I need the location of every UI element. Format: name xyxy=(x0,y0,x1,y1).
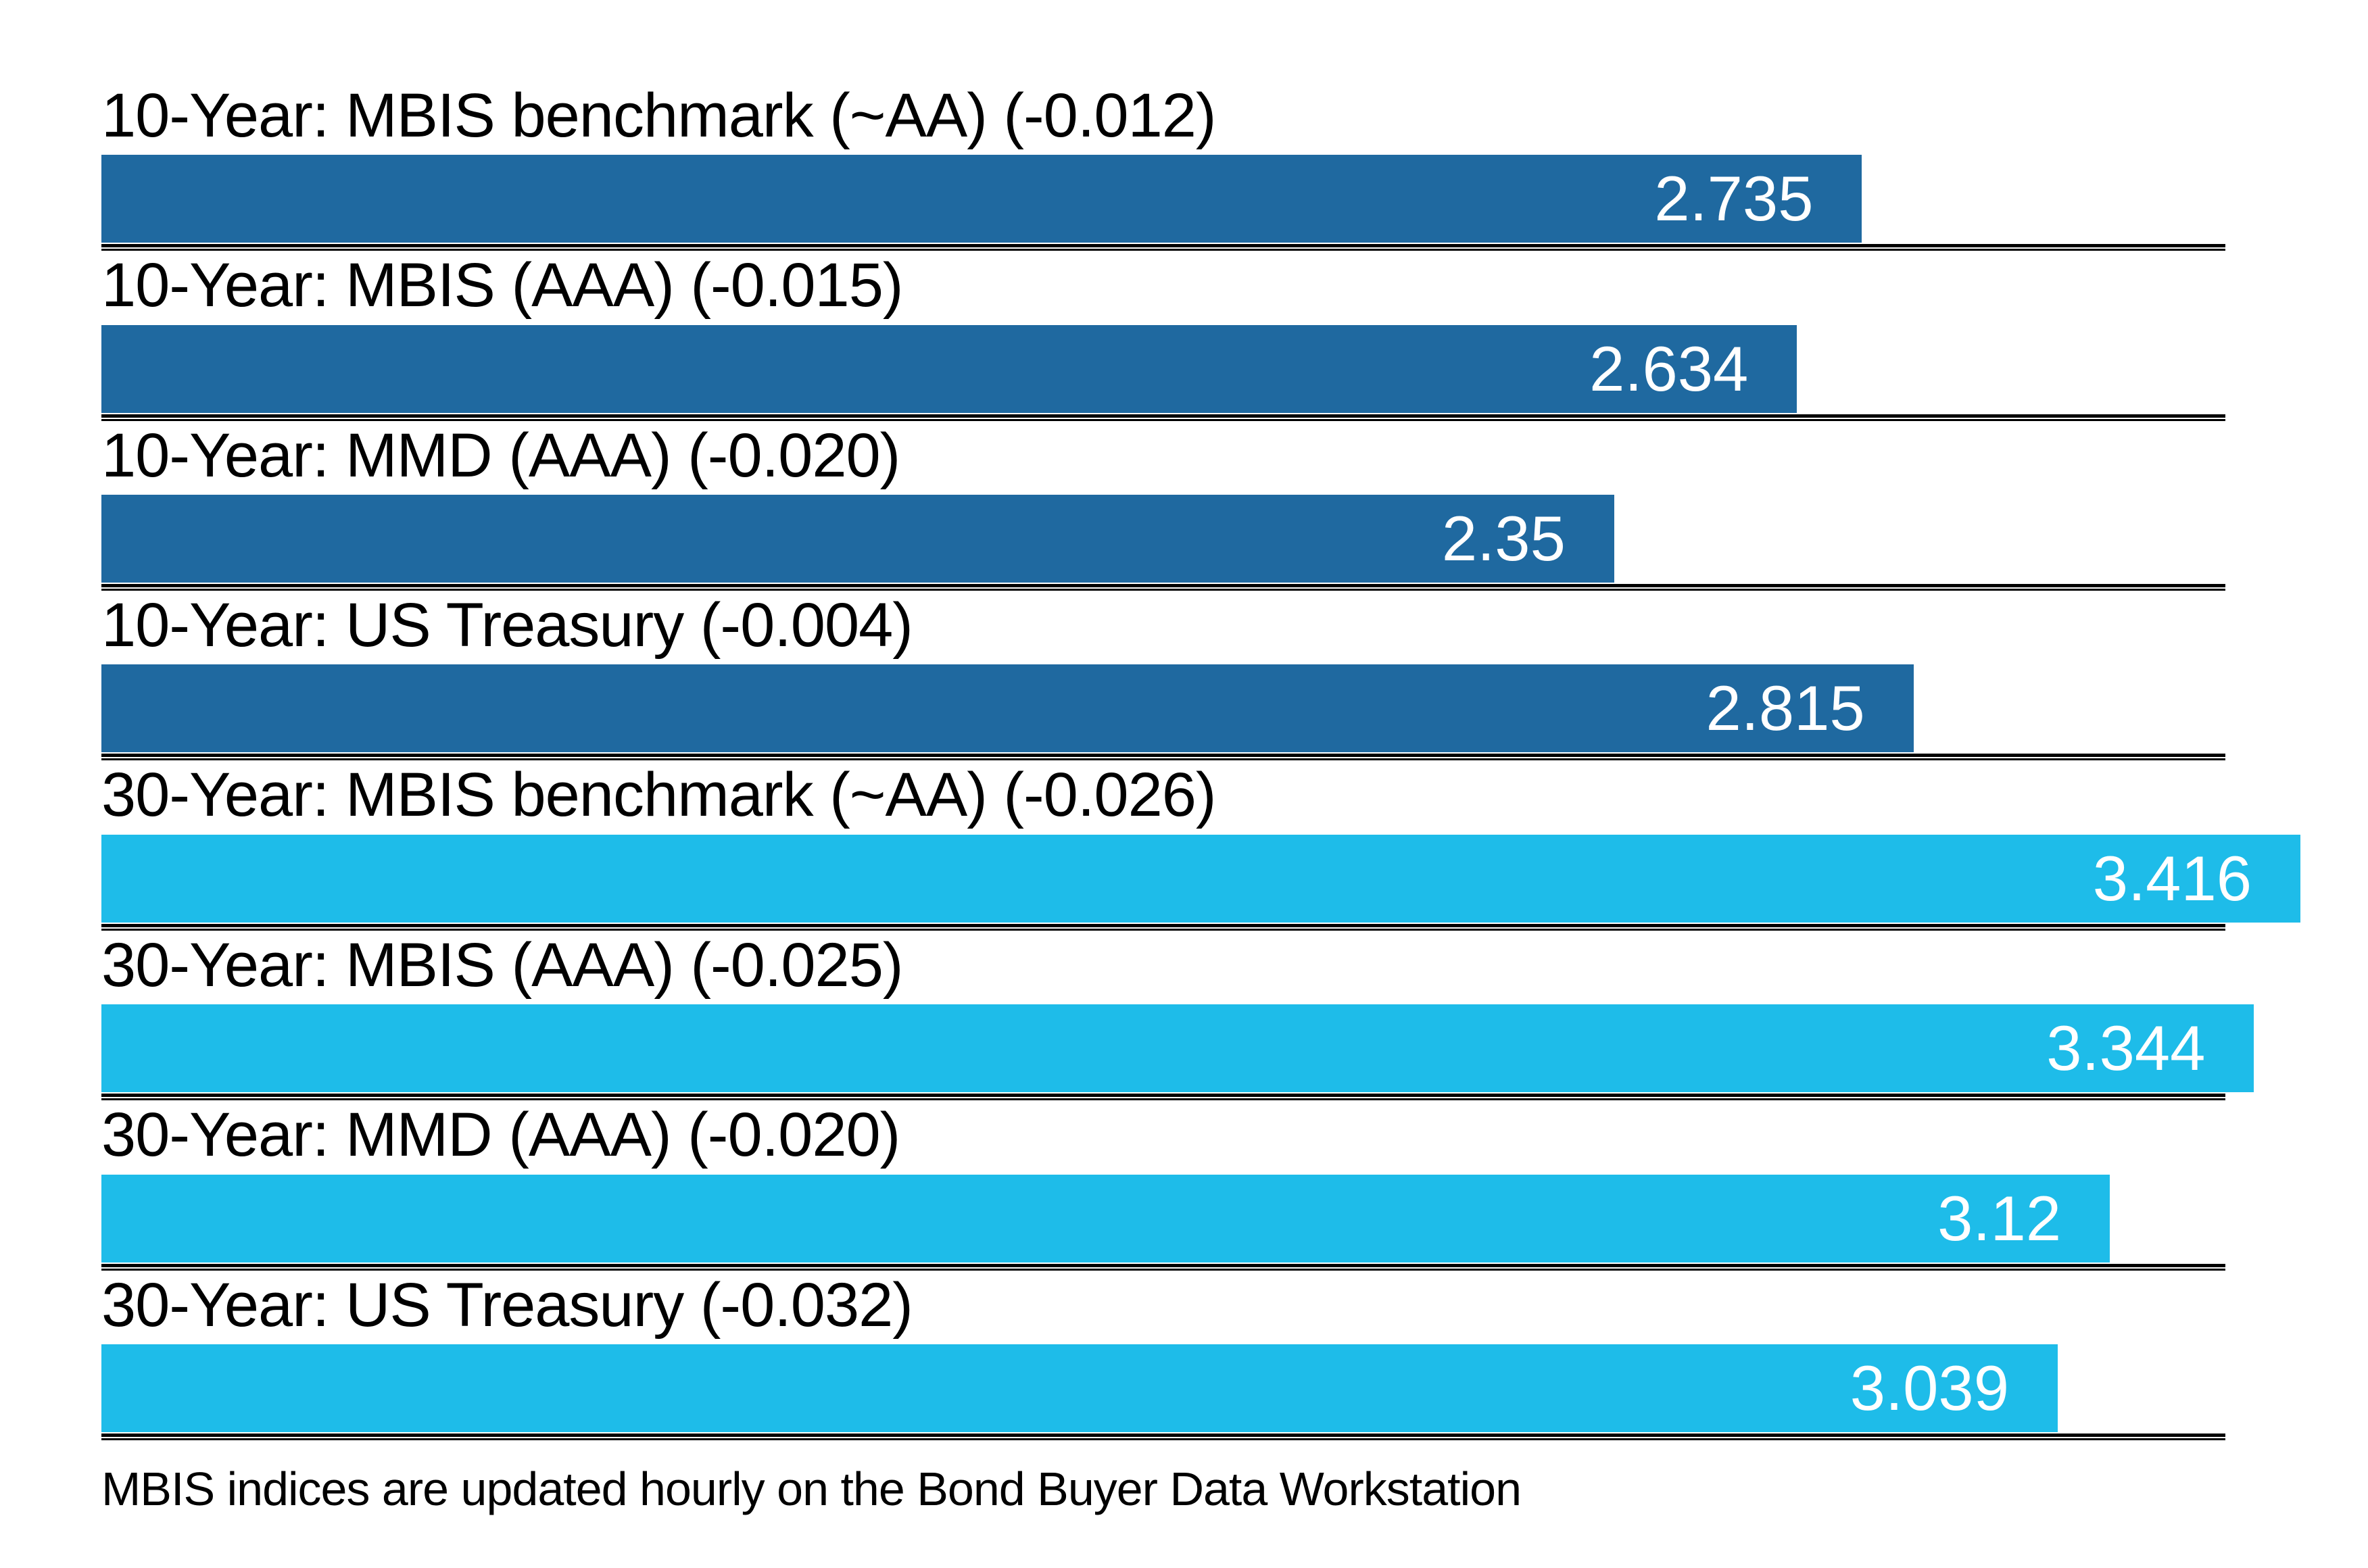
axis-line xyxy=(101,584,2225,591)
value-bar: 2.735 xyxy=(101,155,1862,243)
bar-value-label: 3.344 xyxy=(2046,1012,2206,1084)
bar-track: 2.815 xyxy=(101,664,2300,753)
bar-row: 10-Year: MBIS (AAA) (-0.015) 2.634 xyxy=(101,251,2368,421)
value-bar: 3.12 xyxy=(101,1174,2110,1263)
value-bar: 2.634 xyxy=(101,324,1797,413)
bar-track: 3.12 xyxy=(101,1174,2300,1263)
bar-label: 10-Year: MBIS (AAA) (-0.015) xyxy=(101,251,904,320)
value-bar: 3.344 xyxy=(101,1004,2254,1093)
bar-row: 10-Year: MBIS benchmark (~AA) (-0.012) 2… xyxy=(101,82,2368,251)
bar-track: 3.416 xyxy=(101,834,2300,923)
bar-label: 30-Year: MBIS benchmark (~AA) (-0.026) xyxy=(101,760,1217,830)
bar-track: 2.634 xyxy=(101,324,2300,413)
bar-row: 30-Year: MBIS (AAA) (-0.025) 3.344 xyxy=(101,930,2368,1101)
axis-line xyxy=(101,1094,2225,1101)
value-bar: 2.815 xyxy=(101,664,1914,753)
bar-row: 10-Year: MMD (AAA) (-0.020) 2.35 xyxy=(101,422,2368,591)
bar-label: 30-Year: US Treasury (-0.032) xyxy=(101,1270,913,1340)
axis-line xyxy=(101,1433,2225,1440)
bar-value-label: 2.634 xyxy=(1589,333,1749,404)
bar-value-label: 2.735 xyxy=(1654,163,1814,235)
bar-value-label: 3.12 xyxy=(1937,1182,2062,1254)
bar-label: 30-Year: MBIS (AAA) (-0.025) xyxy=(101,930,904,1000)
axis-line xyxy=(101,754,2225,761)
bar-label: 30-Year: MMD (AAA) (-0.020) xyxy=(101,1100,900,1170)
bar-value-label: 2.815 xyxy=(1706,672,1865,744)
chart-footnote: MBIS indices are updated hourly on the B… xyxy=(101,1462,1522,1515)
bar-label: 10-Year: MBIS benchmark (~AA) (-0.012) xyxy=(101,81,1217,150)
bar-value-label: 3.416 xyxy=(2092,842,2252,914)
value-bar: 2.35 xyxy=(101,495,1614,583)
bar-label: 10-Year: US Treasury (-0.004) xyxy=(101,591,913,660)
value-bar: 3.039 xyxy=(101,1344,2058,1432)
bar-row: 30-Year: US Treasury (-0.032) 3.039 xyxy=(101,1270,2368,1440)
axis-line xyxy=(101,1263,2225,1271)
bar-row: 30-Year: MBIS benchmark (~AA) (-0.026) 3… xyxy=(101,760,2368,931)
bar-label: 10-Year: MMD (AAA) (-0.020) xyxy=(101,420,900,490)
bar-row: 30-Year: MMD (AAA) (-0.020) 3.12 xyxy=(101,1100,2368,1271)
bar-track: 2.35 xyxy=(101,495,2300,583)
bar-track: 2.735 xyxy=(101,155,2300,243)
bar-track: 3.344 xyxy=(101,1004,2300,1093)
axis-line xyxy=(101,244,2225,251)
yield-bar-chart: 10-Year: MBIS benchmark (~AA) (-0.012) 2… xyxy=(101,82,2368,1515)
value-bar: 3.416 xyxy=(101,834,2300,923)
bar-value-label: 2.35 xyxy=(1441,503,1566,574)
bar-track: 3.039 xyxy=(101,1344,2300,1432)
axis-line xyxy=(101,414,2225,421)
bar-value-label: 3.039 xyxy=(1850,1352,2009,1423)
axis-line xyxy=(101,923,2225,931)
bar-row: 10-Year: US Treasury (-0.004) 2.815 xyxy=(101,591,2368,761)
